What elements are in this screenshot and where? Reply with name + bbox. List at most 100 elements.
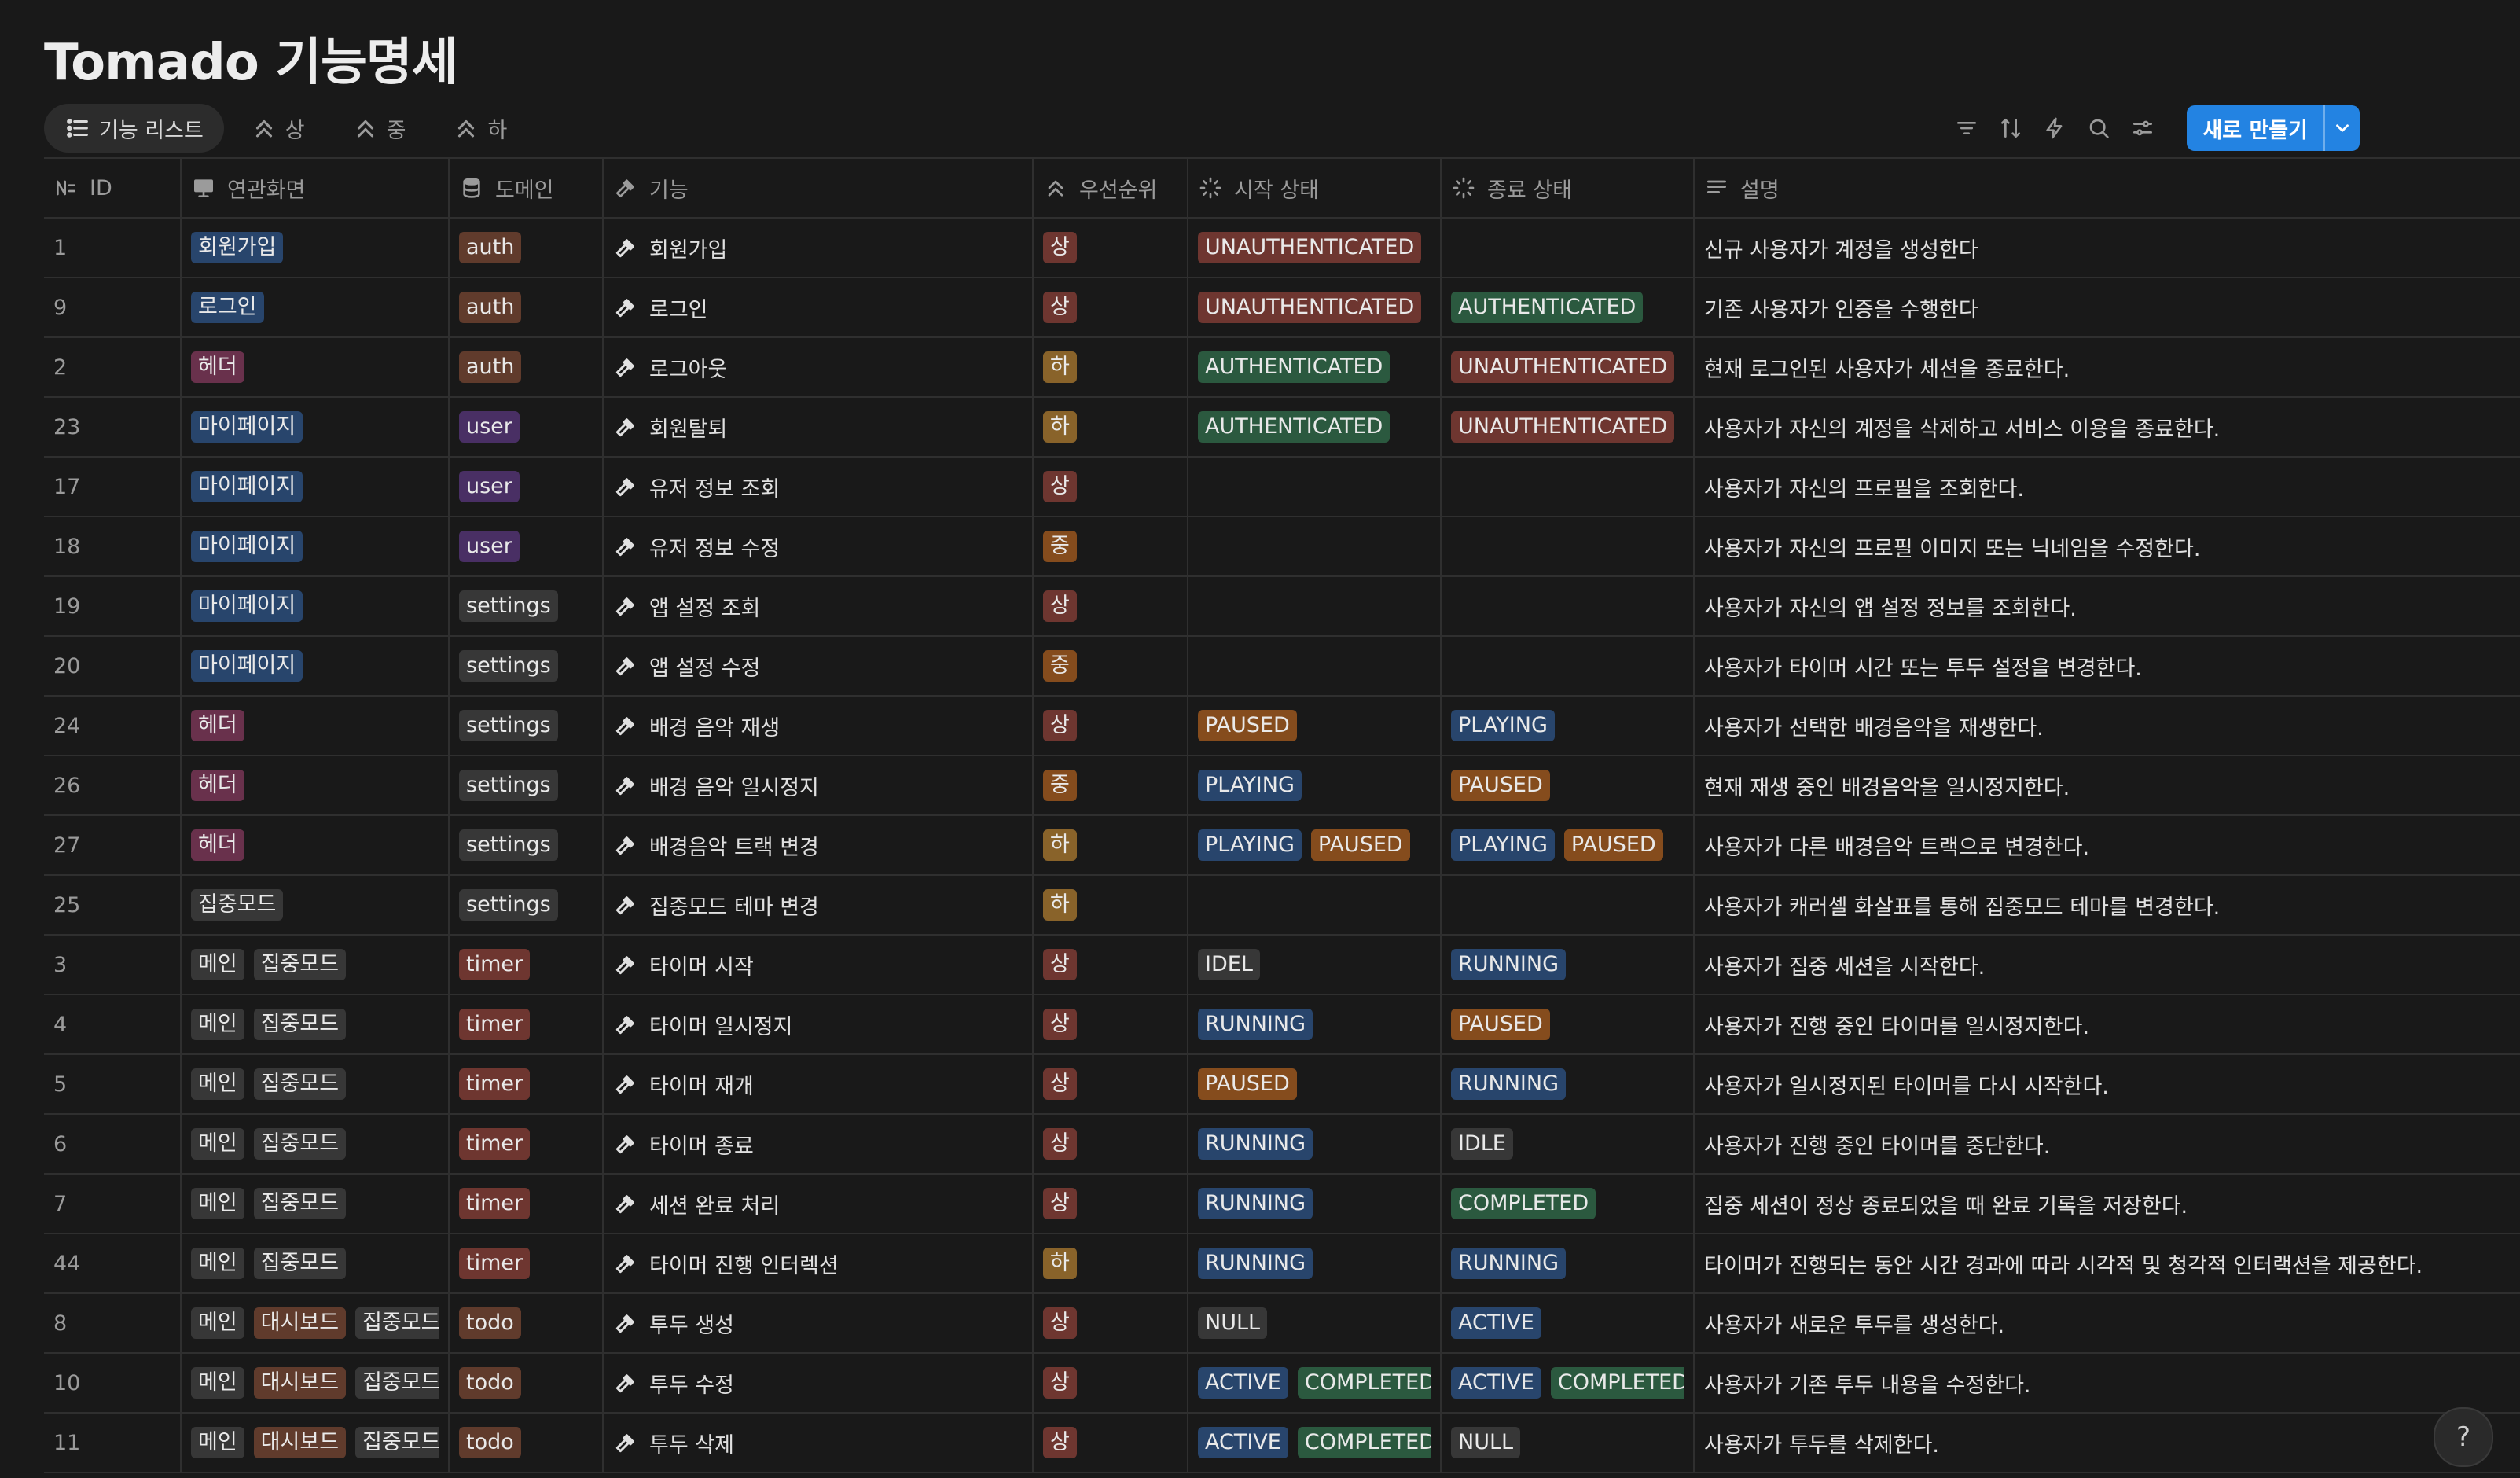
new-button-label[interactable]: 새로 만들기 — [2202, 118, 2308, 143]
table-row[interactable]: 2 헤더 auth 로그아웃 하 AUTHENTICATED UNAUTHENTICATED… — [44, 337, 2520, 398]
screens-cell[interactable]: 메인 집중모드 — [181, 995, 450, 1055]
screens-cell[interactable]: 회원가입 — [181, 218, 450, 278]
tab-기능-리스트[interactable]: 기능 리스트 — [44, 104, 224, 153]
priority-cell[interactable]: 하 — [1033, 815, 1188, 876]
start-state-cell[interactable]: AUTHENTICATED — [1188, 397, 1442, 458]
start-state-cell[interactable]: IDEL — [1188, 935, 1442, 995]
end-state-cell[interactable]: AUTHENTICATED — [1441, 278, 1695, 338]
start-state-cell[interactable]: PLAYING PAUSED — [1188, 815, 1442, 876]
screens-cell[interactable]: 로그인 — [181, 278, 450, 338]
start-state-cell[interactable]: RUNNING — [1188, 1234, 1442, 1294]
start-state-cell[interactable]: PLAYING — [1188, 756, 1442, 816]
feature-title[interactable]: 앱 설정 조회 — [649, 596, 761, 621]
column-header-screens[interactable]: 연관화면 — [181, 157, 450, 219]
end-state-cell[interactable] — [1441, 218, 1695, 278]
feature-title[interactable]: 투두 생성 — [649, 1313, 734, 1338]
new-button[interactable]: 새로 만들기 — [2187, 105, 2360, 151]
description-cell[interactable]: 사용자가 투두를 삭제한다. — [1694, 1413, 2520, 1473]
feature-cell[interactable]: 배경 음악 일시정지 — [603, 756, 1034, 816]
end-state-cell[interactable]: COMPLETED — [1441, 1174, 1695, 1234]
end-state-cell[interactable] — [1441, 576, 1695, 637]
table-row[interactable]: 8 메인 대시보드 집중모드 todo 투두 생성 상 NULL ACTIVE 사용자가 새로운 … — [44, 1293, 2520, 1354]
end-state-cell[interactable] — [1441, 875, 1695, 936]
feature-title[interactable]: 로그아웃 — [649, 357, 728, 382]
start-state-cell[interactable]: RUNNING — [1188, 995, 1442, 1055]
feature-cell[interactable]: 배경 음악 재생 — [603, 696, 1034, 756]
tab-하[interactable]: 하 — [432, 104, 527, 153]
description-cell[interactable]: 기존 사용자가 인증을 수행한다 — [1694, 278, 2520, 338]
feature-title[interactable]: 배경음악 트랙 변경 — [649, 835, 819, 860]
start-state-cell[interactable]: UNAUTHENTICATED — [1188, 218, 1442, 278]
screens-cell[interactable]: 메인 대시보드 집중모드 — [181, 1293, 450, 1354]
description-cell[interactable]: 사용자가 타이머 시간 또는 투두 설정을 변경한다. — [1694, 636, 2520, 697]
screens-cell[interactable]: 메인 집중모드 — [181, 1114, 450, 1175]
domain-cell[interactable]: user — [449, 517, 604, 577]
feature-cell[interactable]: 타이머 재개 — [603, 1054, 1034, 1115]
screens-cell[interactable]: 메인 집중모드 — [181, 935, 450, 995]
start-state-cell[interactable] — [1188, 576, 1442, 637]
start-state-cell[interactable]: ACTIVE COMPLETED — [1188, 1413, 1442, 1473]
table-row[interactable]: 25 집중모드 settings 집중모드 테마 변경 하 사용자가 캐러셀 화살표를 통… — [44, 875, 2520, 936]
start-state-cell[interactable]: RUNNING — [1188, 1114, 1442, 1175]
end-state-cell[interactable] — [1441, 457, 1695, 517]
table-row[interactable]: 5 메인 집중모드 timer 타이머 재개 상 PAUSED RUNNING 사용자가 일시정… — [44, 1054, 2520, 1115]
feature-title[interactable]: 투두 삭제 — [649, 1432, 734, 1458]
screens-cell[interactable]: 메인 집중모드 — [181, 1234, 450, 1294]
column-header-domain[interactable]: 도메인 — [449, 157, 604, 219]
description-cell[interactable]: 사용자가 일시정지된 타이머를 다시 시작한다. — [1694, 1054, 2520, 1115]
start-state-cell[interactable]: NULL — [1188, 1293, 1442, 1354]
end-state-cell[interactable]: NULL — [1441, 1413, 1695, 1473]
table-row[interactable]: 44 메인 집중모드 timer 타이머 진행 인터렉션 하 RUNNING RUNNING 타… — [44, 1234, 2520, 1294]
table-row[interactable]: 24 헤더 settings 배경 음악 재생 상 PAUSED PLAYING 사용자가 선… — [44, 696, 2520, 756]
feature-cell[interactable]: 앱 설정 조회 — [603, 576, 1034, 637]
domain-cell[interactable]: auth — [449, 337, 604, 398]
help-button[interactable]: ? — [2434, 1407, 2493, 1467]
screens-cell[interactable]: 마이페이지 — [181, 576, 450, 637]
screens-cell[interactable]: 헤더 — [181, 696, 450, 756]
screens-cell[interactable]: 마이페이지 — [181, 397, 450, 458]
end-state-cell[interactable]: ACTIVE COMPLETED — [1441, 1353, 1695, 1414]
feature-title[interactable]: 배경 음악 일시정지 — [649, 775, 819, 800]
domain-cell[interactable]: settings — [449, 815, 604, 876]
end-state-cell[interactable]: RUNNING — [1441, 935, 1695, 995]
domain-cell[interactable]: settings — [449, 576, 604, 637]
screens-cell[interactable]: 헤더 — [181, 337, 450, 398]
sort-icon[interactable] — [1998, 116, 2023, 141]
domain-cell[interactable]: auth — [449, 278, 604, 338]
start-state-cell[interactable]: PAUSED — [1188, 1054, 1442, 1115]
lightning-icon[interactable] — [2042, 116, 2067, 141]
feature-cell[interactable]: 앱 설정 수정 — [603, 636, 1034, 697]
table-row[interactable]: 11 메인 대시보드 집중모드 todo 투두 삭제 상 ACTIVE COMPLETED NUL… — [44, 1413, 2520, 1473]
screens-cell[interactable]: 마이페이지 — [181, 457, 450, 517]
screens-cell[interactable]: 메인 대시보드 집중모드 — [181, 1353, 450, 1414]
table-row[interactable]: 19 마이페이지 settings 앱 설정 조회 상 사용자가 자신의 앱 설정 정보를… — [44, 576, 2520, 637]
feature-title[interactable]: 타이머 시작 — [649, 954, 754, 980]
feature-cell[interactable]: 타이머 진행 인터렉션 — [603, 1234, 1034, 1294]
priority-cell[interactable]: 하 — [1033, 337, 1188, 398]
description-cell[interactable]: 사용자가 자신의 프로필 이미지 또는 닉네임을 수정한다. — [1694, 517, 2520, 577]
feature-title[interactable]: 앱 설정 수정 — [649, 656, 761, 681]
domain-cell[interactable]: timer — [449, 1174, 604, 1234]
table-row[interactable]: 23 마이페이지 user 회원탈퇴 하 AUTHENTICATED UNAUTHENTIC… — [44, 397, 2520, 458]
priority-cell[interactable]: 상 — [1033, 457, 1188, 517]
domain-cell[interactable]: todo — [449, 1353, 604, 1414]
chevron-down-icon[interactable] — [2325, 105, 2360, 151]
screens-cell[interactable]: 마이페이지 — [181, 517, 450, 577]
start-state-cell[interactable] — [1188, 517, 1442, 577]
priority-cell[interactable]: 중 — [1033, 756, 1188, 816]
end-state-cell[interactable]: PAUSED — [1441, 995, 1695, 1055]
end-state-cell[interactable]: IDLE — [1441, 1114, 1695, 1175]
table-row[interactable]: 10 메인 대시보드 집중모드 todo 투두 수정 상 ACTIVE COMPLETED ACT… — [44, 1353, 2520, 1414]
feature-title[interactable]: 회원가입 — [649, 237, 728, 263]
feature-title[interactable]: 집중모드 테마 변경 — [649, 895, 819, 920]
description-cell[interactable]: 사용자가 캐러셀 화살표를 통해 집중모드 테마를 변경한다. — [1694, 875, 2520, 936]
feature-cell[interactable]: 집중모드 테마 변경 — [603, 875, 1034, 936]
domain-cell[interactable]: timer — [449, 995, 604, 1055]
feature-cell[interactable]: 타이머 종료 — [603, 1114, 1034, 1175]
feature-cell[interactable]: 투두 삭제 — [603, 1413, 1034, 1473]
feature-cell[interactable]: 타이머 일시정지 — [603, 995, 1034, 1055]
tab-중[interactable]: 중 — [332, 104, 427, 153]
end-state-cell[interactable]: PLAYING PAUSED — [1441, 815, 1695, 876]
filter-icon[interactable] — [1954, 116, 1979, 141]
end-state-cell[interactable]: PAUSED — [1441, 756, 1695, 816]
